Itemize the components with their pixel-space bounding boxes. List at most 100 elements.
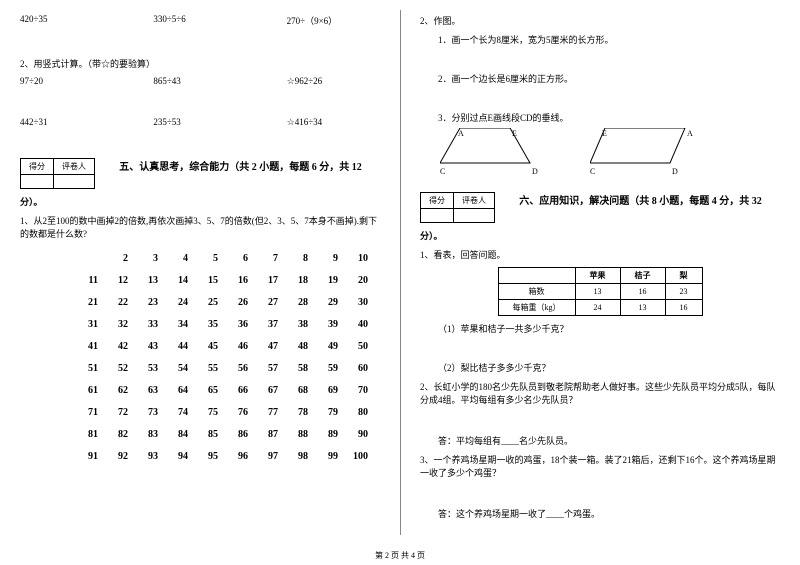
trapezoid-figure: A E C D — [440, 128, 550, 178]
grid-num: 90 — [350, 424, 368, 446]
grid-num: 24 — [170, 292, 188, 314]
r-q1-1: （1）苹果和桔子一共多少千克？ — [438, 322, 780, 335]
r-ans3: 答：这个养鸡场星期一收了____个鸡蛋。 — [438, 507, 780, 520]
grid-num: 59 — [320, 358, 338, 380]
grid-num: 27 — [260, 292, 278, 314]
grid-num: 80 — [350, 402, 368, 424]
svg-text:D: D — [672, 167, 678, 176]
grid-num: 49 — [320, 336, 338, 358]
grid-num: 56 — [230, 358, 248, 380]
number-grid: 2345678910 11121314151617181920 21222324… — [80, 248, 380, 468]
svg-text:D: D — [532, 167, 538, 176]
grid-num: 35 — [200, 314, 218, 336]
grid-num: 14 — [170, 270, 188, 292]
svg-text:C: C — [590, 167, 595, 176]
grid-num: 48 — [290, 336, 308, 358]
grid-num: 86 — [230, 424, 248, 446]
grid-num: 5 — [200, 248, 218, 270]
grid-num: 87 — [260, 424, 278, 446]
right-column: 2、作图。 1．画一个长为8厘米，宽为5厘米的长方形。 2．画一个边长是6厘米的… — [400, 0, 800, 565]
grid-num: 7 — [260, 248, 278, 270]
grid-num: 53 — [140, 358, 158, 380]
q1: 1、从2至100的数中画掉2的倍数,再依次画掉3、5、7的倍数(但2、3、5、7… — [20, 214, 380, 240]
section-6-title: 六、应用知识，解决问题（共 8 小题，每题 4 分，共 32 — [501, 192, 780, 207]
r-p2-2: 2．画一个边长是6厘米的正方形。 — [438, 72, 780, 85]
grid-num: 85 — [200, 424, 218, 446]
grid-num: 78 — [290, 402, 308, 424]
parallelogram-figure: E A C D — [590, 128, 710, 178]
grid-num: 3 — [140, 248, 158, 270]
grader-label: 评卷人 — [454, 193, 495, 209]
page-footer: 第 2 页 共 4 页 — [0, 550, 800, 561]
grid-num: 50 — [350, 336, 368, 358]
grid-num: 83 — [140, 424, 158, 446]
grid-num: 44 — [170, 336, 188, 358]
grid-num: 19 — [320, 270, 338, 292]
svg-text:C: C — [440, 167, 445, 176]
svg-text:A: A — [687, 129, 693, 138]
grid-num: 72 — [110, 402, 128, 424]
grid-num: 70 — [350, 380, 368, 402]
grid-num: 71 — [80, 402, 98, 424]
grid-num: 55 — [200, 358, 218, 380]
expr: ☆962÷26 — [287, 76, 380, 87]
grid-num: 84 — [170, 424, 188, 446]
grid-num: 13 — [140, 270, 158, 292]
grid-num: 4 — [170, 248, 188, 270]
grid-num: 18 — [290, 270, 308, 292]
r-ans2: 答：平均每组有____名少先队员。 — [438, 434, 780, 447]
expr: 270÷（9×6） — [287, 14, 380, 27]
score-box: 得分 评卷人 — [420, 192, 495, 223]
score-box: 得分 评卷人 — [20, 158, 95, 189]
grid-num: 77 — [260, 402, 278, 424]
grid-num: 67 — [260, 380, 278, 402]
grid-num: 58 — [290, 358, 308, 380]
grid-num: 61 — [80, 380, 98, 402]
grid-num: 63 — [140, 380, 158, 402]
grid-num: 89 — [320, 424, 338, 446]
grid-num: 15 — [200, 270, 218, 292]
grid-num: 46 — [230, 336, 248, 358]
grid-num: 30 — [350, 292, 368, 314]
expr: 442÷31 — [20, 117, 113, 128]
grid-num: 96 — [230, 446, 248, 468]
grid-num: 34 — [170, 314, 188, 336]
grid-num: 68 — [290, 380, 308, 402]
grid-num: 42 — [110, 336, 128, 358]
grid-num: 10 — [350, 248, 368, 270]
grid-num: 60 — [350, 358, 368, 380]
grid-num: 65 — [200, 380, 218, 402]
grid-num: 91 — [80, 446, 98, 468]
grid-num: 26 — [230, 292, 248, 314]
grid-num: 74 — [170, 402, 188, 424]
fen-close: 分）。 — [20, 195, 380, 208]
grid-num: 100 — [350, 446, 368, 468]
grid-num: 45 — [200, 336, 218, 358]
grid-num: 2 — [110, 248, 128, 270]
expr-row-1: 420÷35 330÷5÷6 270÷（9×6） — [20, 14, 380, 27]
svg-text:A: A — [458, 129, 464, 138]
grid-num: 12 — [110, 270, 128, 292]
r-p2-3: 3．分别过点E画线段CD的垂线。 — [438, 111, 780, 124]
r-q1: 1、看表，回答问题。 — [420, 248, 780, 261]
grader-label: 评卷人 — [54, 159, 95, 175]
r-p2-1: 1．画一个长为8厘米，宽为5厘米的长方形。 — [438, 33, 780, 46]
grid-num: 32 — [110, 314, 128, 336]
grid-num: 47 — [260, 336, 278, 358]
grid-num: 23 — [140, 292, 158, 314]
grid-num: 20 — [350, 270, 368, 292]
grid-num: 39 — [320, 314, 338, 336]
score-label: 得分 — [21, 159, 54, 175]
r-q1-2: （2）梨比桔子多多少千克？ — [438, 361, 780, 374]
grid-num: 73 — [140, 402, 158, 424]
grid-num: 82 — [110, 424, 128, 446]
grid-num: 54 — [170, 358, 188, 380]
grid-num: 9 — [320, 248, 338, 270]
expr: 420÷35 — [20, 14, 113, 27]
grid-num: 38 — [290, 314, 308, 336]
expr-row-3: 442÷31 235÷53 ☆416÷34 — [20, 117, 380, 128]
grid-num: 88 — [290, 424, 308, 446]
grid-num: 17 — [260, 270, 278, 292]
expr-row-2: 97÷20 865÷43 ☆962÷26 — [20, 76, 380, 87]
grid-num: 22 — [110, 292, 128, 314]
